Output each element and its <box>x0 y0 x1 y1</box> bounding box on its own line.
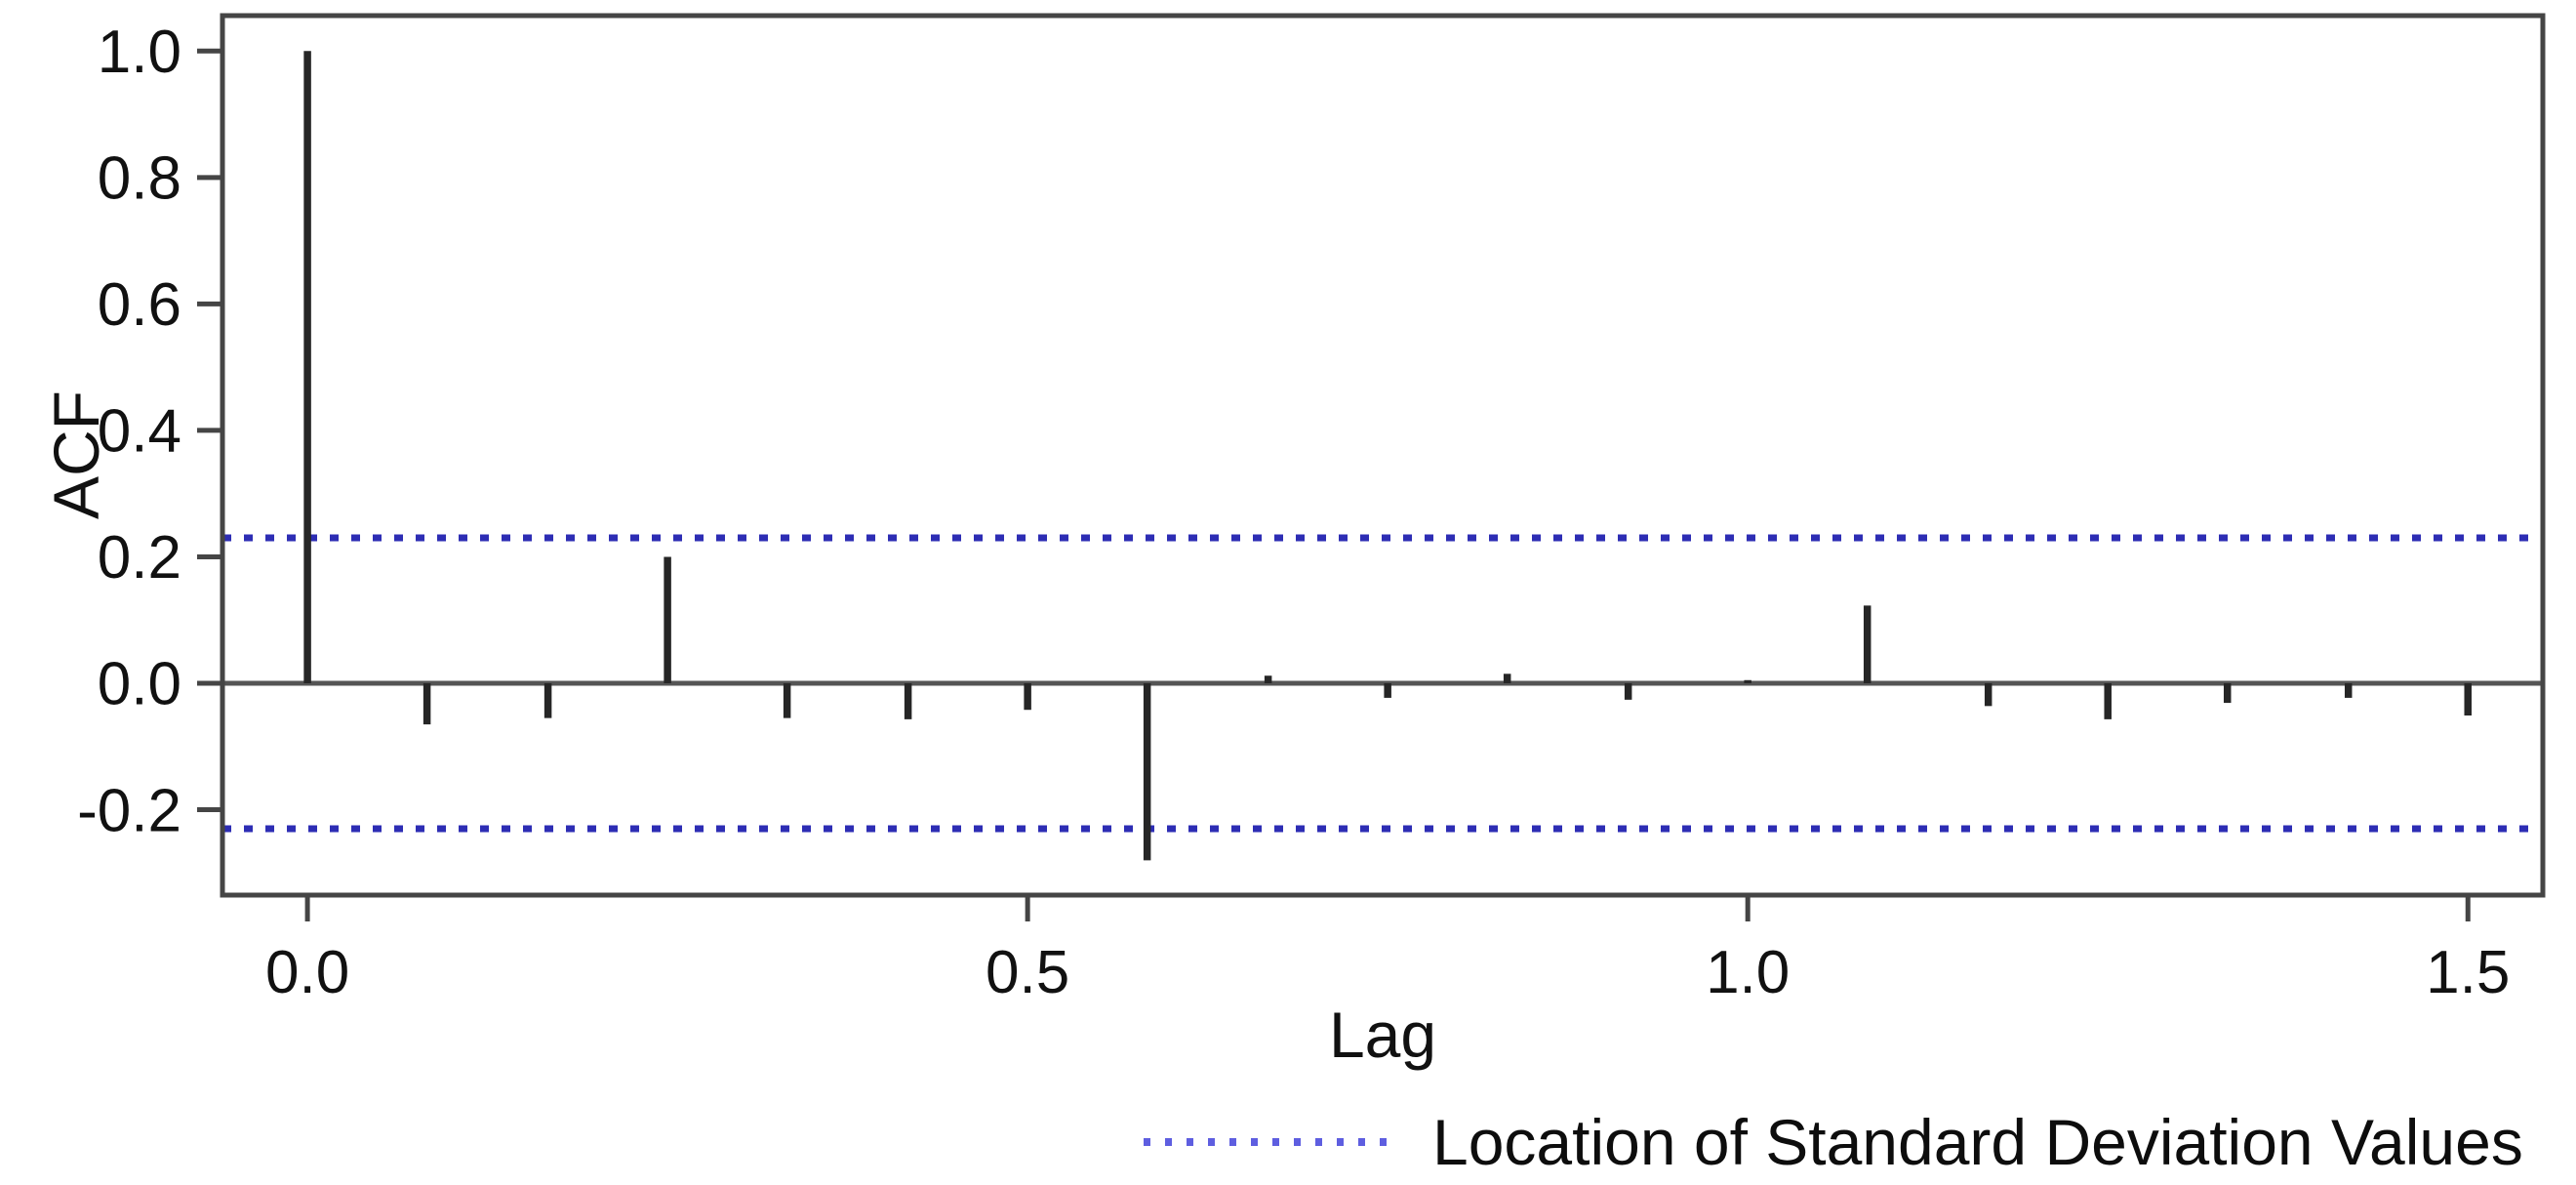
x-axis-title: Lag <box>1328 999 1437 1071</box>
y-tick-label: -0.2 <box>77 777 181 844</box>
y-axis-title: ACF <box>40 390 112 519</box>
x-tick-label: 1.5 <box>2426 939 2510 1006</box>
y-tick-label: 0.6 <box>98 271 181 339</box>
y-tick-label: 1.0 <box>98 19 181 86</box>
y-tick-label: 0.0 <box>98 651 181 718</box>
x-tick-label: 1.0 <box>1706 939 1790 1006</box>
x-tick-label: 0.5 <box>986 939 1069 1006</box>
x-tick-label: 0.0 <box>265 939 349 1006</box>
y-tick-label: 0.2 <box>98 524 181 592</box>
y-tick-label: 0.4 <box>98 398 181 466</box>
plot-border <box>220 13 2546 898</box>
y-tick-label: 0.8 <box>98 145 181 213</box>
